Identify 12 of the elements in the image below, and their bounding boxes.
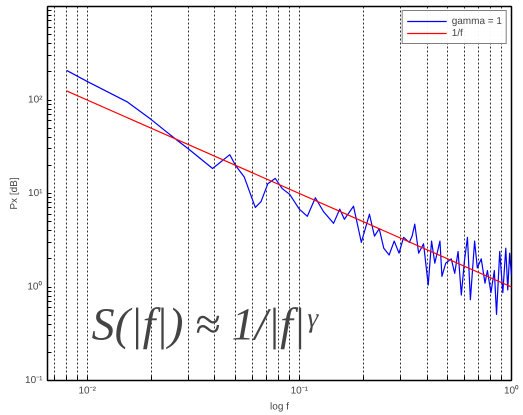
legend-label: 1/f	[452, 27, 464, 39]
y-axis-title: Px [dB]	[9, 177, 20, 210]
x-tick-label: 10⁻²	[78, 386, 97, 396]
annotation: S(|f|) ≈ 1/|f|ᵞ	[92, 298, 320, 350]
x-axis-title: log f	[270, 402, 290, 412]
y-tick-label: 10⁰	[27, 280, 42, 292]
x-tick-label: 10⁻¹	[290, 386, 309, 396]
legend-label: gamma = 1	[452, 15, 502, 27]
y-tick-label: 10¹	[28, 188, 44, 199]
y-tick-label: 10²	[28, 94, 44, 106]
y-tick-label: 10⁻¹	[25, 375, 44, 386]
x-tick-label: 10⁰	[504, 384, 520, 396]
